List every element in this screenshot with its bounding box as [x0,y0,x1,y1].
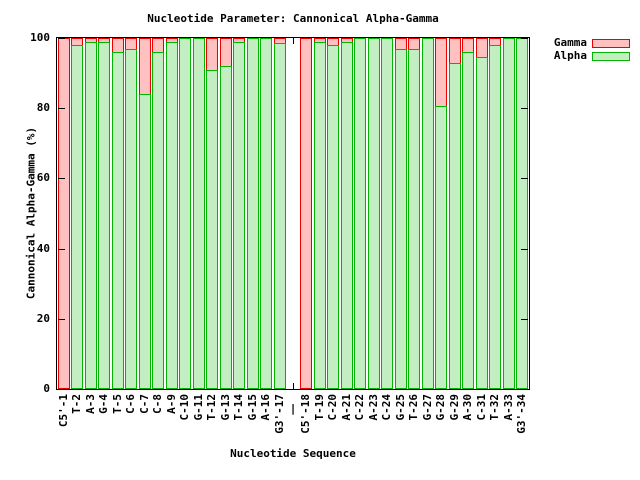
x-tick-label: A-30 [461,394,474,421]
y-tick-label: 20 [36,312,50,325]
alpha-bar [193,38,205,389]
x-tick-label: T-26 [407,394,420,421]
y-tick-mark-right [521,319,528,320]
gamma-bar [300,38,312,389]
alpha-bar [462,52,474,389]
y-tick-mark-right [521,249,528,250]
chart-title: Nucleotide Parameter: Cannonical Alpha-G… [147,12,439,25]
alpha-bar [516,38,528,389]
alpha-bar [314,42,326,389]
x-tick-label: G-25 [394,394,407,421]
legend-label-gamma: Gamma [553,36,587,49]
alpha-bar [125,49,137,389]
y-tick-mark-right [521,108,528,109]
gamma-bar [58,38,70,389]
x-tick-label: T-14 [232,394,245,421]
y-tick-mark-right [521,178,528,179]
x-tick-label: G-4 [97,394,110,414]
legend-swatch-gamma [592,39,630,48]
y-tick-mark-left [58,249,65,250]
alpha-bar [274,43,286,389]
y-tick-mark-left [58,108,65,109]
alpha-bar [112,52,124,389]
y-tick-mark-left [58,389,65,390]
legend-swatch-alpha [592,52,630,61]
x-tick-label: A-3 [84,394,97,414]
x-tick-label: A-33 [502,394,515,421]
y-tick-mark-left [58,38,65,39]
legend-label-alpha: Alpha [553,49,587,62]
x-tick-label: A-16 [259,394,272,421]
alpha-bar [166,42,178,389]
alpha-bar [220,66,232,389]
x-tick-label: G-28 [434,394,447,421]
y-tick-mark-right [521,38,528,39]
alpha-bar [206,70,218,389]
y-axis-label: Cannonical Alpha-Gamma (%) [24,126,38,300]
x-separator-label: | [289,402,297,415]
x-tick-label: G-11 [192,394,205,421]
y-tick-mark-left [58,178,65,179]
x-tick-label: A-21 [340,394,353,421]
plot-border [56,37,530,390]
x-tick-label: C-22 [353,394,366,421]
y-tick-mark-left [58,319,65,320]
x-tick-label: G3'-17 [273,394,286,434]
alpha-bar [247,38,259,389]
x-tick-label: G-29 [448,394,461,421]
alpha-bar [354,38,366,389]
x-tick-label: G-15 [246,394,259,421]
alpha-bar [152,52,164,389]
y-tick-label: 100 [30,31,50,44]
alpha-bar [260,38,272,389]
alpha-bar [422,38,434,389]
alpha-bar [503,38,515,389]
alpha-bar [489,45,501,389]
alpha-bar [476,57,488,389]
x-tick-label: G3'-34 [515,394,528,434]
y-tick-label: 80 [36,101,50,114]
y-tick-mark-right [521,389,528,390]
x-axis-label: Nucleotide Sequence [230,447,356,460]
alpha-bar [341,42,353,389]
x-tick-label: C5'-1 [57,394,70,428]
alpha-bar [449,63,461,389]
x-tick-label: A-23 [367,394,380,421]
y-tick-label: 60 [36,171,50,184]
x-tick-label: G-13 [219,394,232,421]
alpha-bar [435,106,447,389]
x-tick-label: T-12 [205,394,218,421]
x-tick-label: C-8 [151,394,164,414]
x-tick-label: T-32 [488,394,501,421]
x-tick-label: T-5 [111,394,124,414]
alpha-bar [408,49,420,389]
alpha-bar [381,38,393,389]
alpha-bar [85,42,97,389]
y-tick-label: 40 [36,242,50,255]
x-tick-label: C-31 [475,394,488,421]
x-tick-label: C-7 [138,394,151,414]
alpha-bar [395,49,407,389]
x-tick-label: G-27 [421,394,434,421]
alpha-bar [327,45,339,389]
alpha-bar [98,42,110,389]
alpha-bar [179,38,191,389]
alpha-bar [71,45,83,389]
x-tick-label: C-24 [380,394,393,421]
x-tick-label: C-6 [124,394,137,414]
separator-tick-bottom [293,383,294,389]
x-tick-label: T-19 [313,394,326,421]
x-tick-label: C-10 [178,394,191,421]
alpha-bar [368,38,380,389]
alpha-bar [139,94,151,389]
alpha-bar [233,42,245,389]
x-tick-label: T-2 [70,394,83,414]
x-tick-label: A-9 [165,394,178,414]
separator-tick-top [293,38,294,44]
x-tick-label: C5'-18 [299,394,312,434]
x-tick-label: C-20 [326,394,339,421]
y-tick-label: 0 [43,382,50,395]
